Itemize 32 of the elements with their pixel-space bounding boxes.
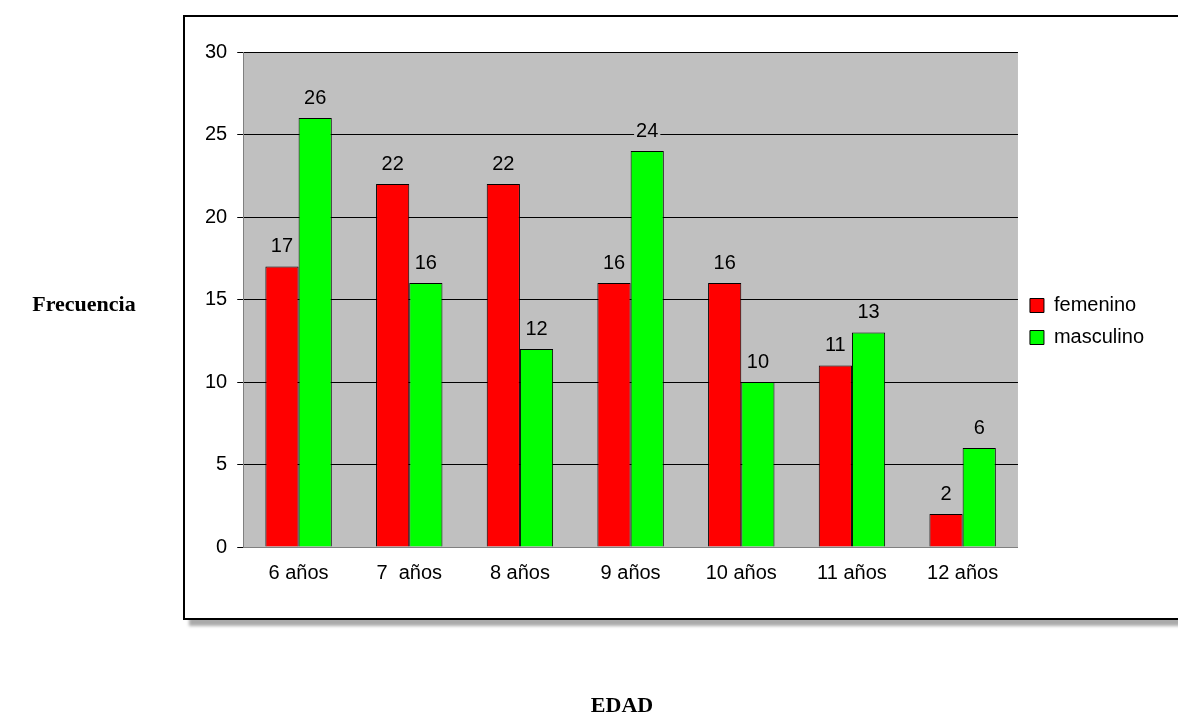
y-tick-label: 30 <box>205 39 228 62</box>
data-label: 26 <box>304 85 327 108</box>
y-tick-label: 15 <box>205 287 228 310</box>
x-tick-label: 9 años <box>600 560 661 583</box>
x-axis-title: EDAD <box>590 691 654 716</box>
y-tick-label: 20 <box>205 204 228 227</box>
x-tick-label: 11 años <box>817 560 887 583</box>
data-label: 17 <box>270 234 294 257</box>
y-tick-label: 5 <box>216 452 228 475</box>
legend-label: masculino <box>1053 325 1145 348</box>
data-label: 11 <box>824 333 846 356</box>
data-label: 16 <box>602 250 626 273</box>
y-axis-title: Frecuencia <box>32 290 136 316</box>
x-tick-label: 6 años <box>268 560 329 583</box>
y-tick-label: 25 <box>205 122 228 145</box>
x-tick-label: 10 años <box>705 560 777 583</box>
x-tick-label: 7 años <box>376 560 443 583</box>
data-label: 12 <box>525 316 548 339</box>
data-label: 22 <box>492 151 515 174</box>
data-label: 6 <box>973 415 985 438</box>
data-label: 16 <box>414 250 437 273</box>
data-label: 13 <box>857 300 880 323</box>
x-tick-label: 12 años <box>927 560 999 583</box>
data-label: 10 <box>746 349 769 372</box>
data-label: 2 <box>940 481 952 504</box>
y-tick-label: 10 <box>205 369 228 392</box>
x-tick-label: 8 años <box>489 560 550 583</box>
legend-label: femenino <box>1053 293 1137 316</box>
data-label: 16 <box>713 250 736 273</box>
data-label: 24 <box>636 118 659 141</box>
data-label: 22 <box>381 151 404 174</box>
y-tick-label: 0 <box>216 534 228 557</box>
